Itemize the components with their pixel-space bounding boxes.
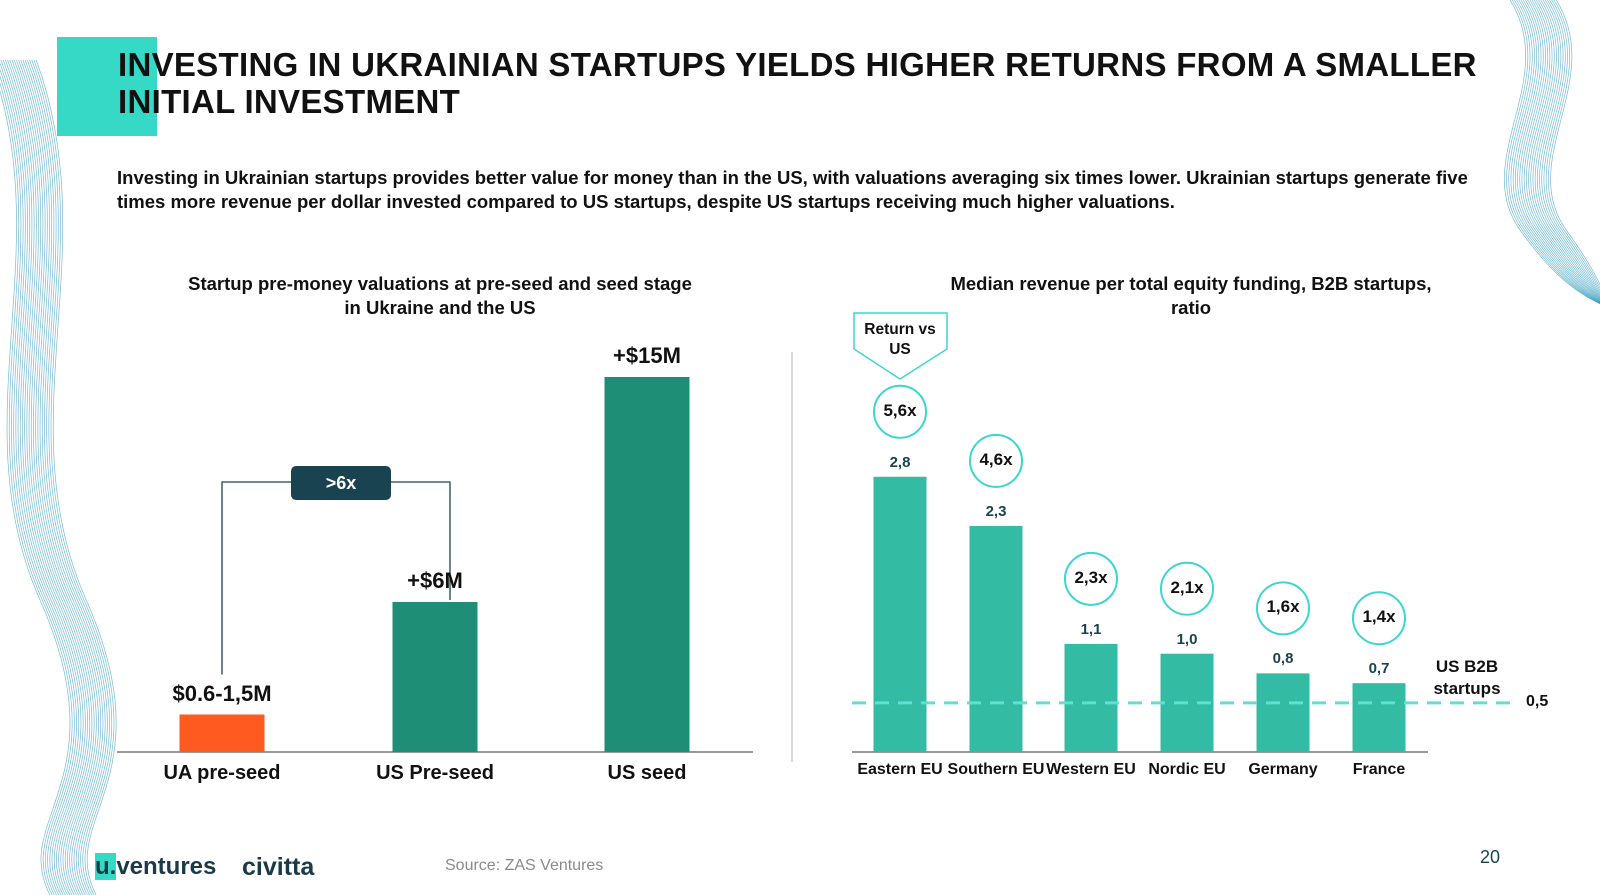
- x-tick-label: US Pre-seed: [376, 762, 494, 784]
- wave: [11, 59, 93, 895]
- value-label: 0,8: [1272, 650, 1294, 668]
- annotation-circle: [873, 384, 927, 439]
- annotation: 1,6x: [1266, 597, 1300, 617]
- value-label: $0.6-1,5M: [172, 680, 272, 706]
- bar: [1352, 683, 1406, 752]
- page-number: 20: [1480, 847, 1501, 867]
- annotation: 4,6x: [979, 449, 1013, 469]
- wave: [1532, 0, 1600, 301]
- wave: [1543, 0, 1600, 294]
- x-tick-label: Southern EU: [947, 761, 1045, 778]
- chart-title: Median revenue per total equity funding,…: [950, 273, 1432, 318]
- wave: [20, 59, 102, 895]
- wave: [1512, 0, 1600, 304]
- annotation: >6x: [325, 473, 357, 493]
- x-tick-label: Eastern EU: [857, 761, 943, 778]
- wave: [1541, 0, 1600, 296]
- wave: [13, 59, 95, 895]
- wave: [1517, 0, 1600, 304]
- wave: [1539, 0, 1600, 298]
- wave: [1525, 0, 1600, 302]
- value-label: 2,8: [889, 453, 911, 471]
- wave: [33, 59, 115, 895]
- annotation-circle: [1352, 591, 1406, 646]
- wave: [1514, 0, 1600, 304]
- wave: [1545, 0, 1600, 292]
- wave: [7, 59, 88, 895]
- wave: [9, 59, 91, 895]
- bar: [969, 525, 1023, 752]
- annotation-circle: [1256, 581, 1310, 636]
- callout-text: Return vs US: [864, 321, 936, 358]
- wave: [1506, 0, 1600, 305]
- wave: [35, 59, 117, 895]
- value-label: 1,0: [1176, 630, 1198, 648]
- wave: [1550, 0, 1600, 286]
- x-tick-label: US seed: [607, 762, 687, 784]
- x-tick-label: France: [1352, 761, 1406, 778]
- annotation: 5,6x: [883, 400, 917, 420]
- logo: u.ventures: [95, 853, 217, 880]
- bar: [179, 714, 265, 752]
- wave: [18, 59, 99, 895]
- wave: [27, 59, 108, 895]
- wave: [1547, 0, 1600, 289]
- bar: [604, 377, 690, 752]
- value-label: 2,3: [985, 502, 1007, 520]
- wave: [0, 59, 82, 895]
- reference-label: 0,5: [1526, 692, 1549, 710]
- bar: [873, 476, 927, 752]
- annotation-circle: [969, 433, 1023, 488]
- wave: [22, 59, 104, 895]
- reference-name: US B2B startups: [1433, 656, 1501, 698]
- wave: [1510, 0, 1600, 304]
- wave: [0, 75, 75, 895]
- callout-box: [853, 312, 948, 380]
- slide-subtitle: Investing in Ukrainian startups provides…: [117, 167, 1468, 212]
- chart-title: Startup pre-money valuations at pre-seed…: [188, 273, 692, 318]
- wave: [31, 59, 113, 895]
- wave: [5, 59, 86, 895]
- annotation: 2,3x: [1074, 567, 1108, 587]
- title-accent: [57, 37, 157, 136]
- wave: [1523, 0, 1600, 303]
- annotation: 1,4x: [1362, 607, 1396, 627]
- wave: [24, 59, 106, 895]
- bar: [1064, 643, 1118, 752]
- bar: [1256, 673, 1310, 752]
- wave: [0, 62, 80, 895]
- slide-title: INVESTING IN UKRAINIAN STARTUPS YIELDS H…: [118, 46, 1477, 120]
- annotation-circle: [1160, 561, 1214, 616]
- value-label: 1,1: [1080, 620, 1102, 638]
- wave: [0, 82, 73, 895]
- wave: [1530, 0, 1600, 301]
- wave: [1528, 0, 1600, 302]
- wave: [1519, 0, 1600, 303]
- wave: [29, 59, 110, 895]
- wave: [0, 90, 71, 895]
- annotation-box: [291, 466, 391, 500]
- x-tick-label: UA pre-seed: [163, 762, 281, 784]
- wave: [1508, 0, 1600, 304]
- annotation: 2,1x: [1170, 577, 1204, 597]
- wave: [0, 69, 77, 895]
- value-label: 0,7: [1368, 660, 1390, 678]
- wave: [1534, 0, 1600, 300]
- wave: [1503, 0, 1600, 305]
- wave: [1521, 0, 1600, 303]
- x-tick-label: Nordic EU: [1148, 761, 1226, 778]
- logo: civitta: [242, 853, 315, 881]
- wave: [16, 59, 97, 895]
- source: Source: ZAS Ventures: [445, 857, 604, 874]
- value-label: +$6M: [407, 568, 463, 593]
- annotation-circle: [1064, 551, 1118, 606]
- wave: [2, 59, 84, 895]
- bar: [392, 602, 478, 752]
- value-label: +$15M: [613, 343, 681, 368]
- x-tick-label: Germany: [1248, 761, 1318, 778]
- x-tick-label: Western EU: [1046, 761, 1136, 778]
